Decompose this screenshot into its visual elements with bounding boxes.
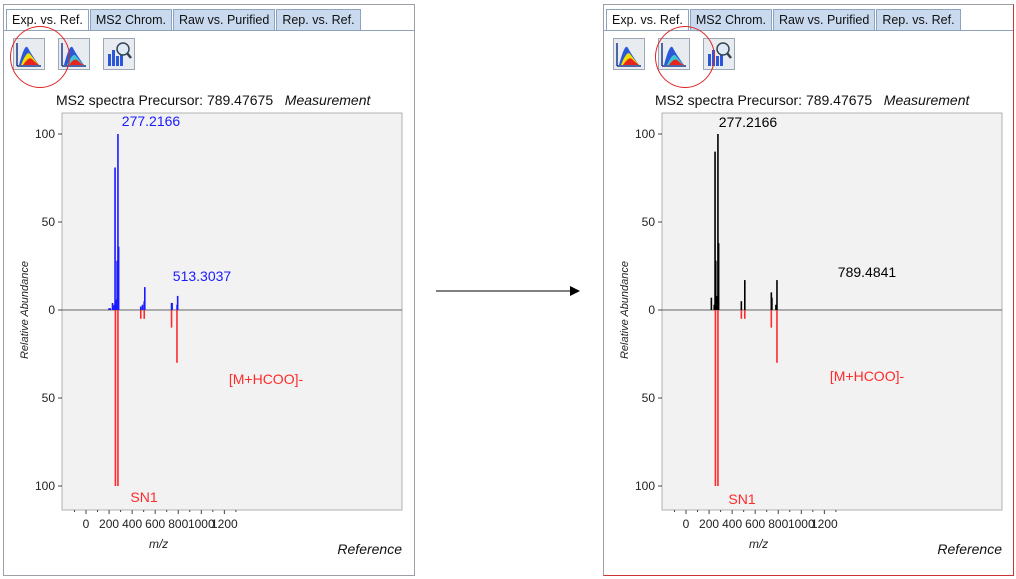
x-tick-label: 1000 xyxy=(188,517,215,531)
peak-label-base: 277.2166 xyxy=(719,114,778,130)
measurement-label: Measurement xyxy=(284,92,371,108)
x-axis-label: m/z xyxy=(149,537,168,551)
reference-label-sn1: SN1 xyxy=(728,491,755,507)
y-tick-label: 50 xyxy=(42,215,56,229)
precursor-label: MS2 spectra Precursor: 789.47675 xyxy=(655,92,873,108)
tab-ms2-chrom[interactable]: MS2 Chrom. xyxy=(689,9,773,30)
x-tick-label: 400 xyxy=(722,517,742,531)
x-tick-label: 200 xyxy=(699,517,719,531)
y-axis-label: Relative Abundance xyxy=(619,261,631,359)
bar-chart-zoom-icon xyxy=(108,42,132,66)
tab-exp-vs-ref[interactable]: Exp. vs. Ref. xyxy=(606,9,689,31)
y-tick-label: 100 xyxy=(35,479,55,493)
spectrum-title: MS2 spectra Precursor: 789.47675 Measure… xyxy=(56,92,370,108)
spectrum-color-button[interactable] xyxy=(613,38,645,70)
x-tick-label: 0 xyxy=(683,517,690,531)
reference-caption: Reference xyxy=(337,541,402,557)
selected-icon-highlight xyxy=(10,26,70,88)
tab-underline xyxy=(4,30,414,31)
peak-label-base: 277.2166 xyxy=(122,113,181,129)
tab-exp-vs-ref[interactable]: Exp. vs. Ref. xyxy=(6,9,89,31)
y-tick-label: 100 xyxy=(635,127,655,141)
y-tick-label: 50 xyxy=(42,391,56,405)
x-tick-label: 600 xyxy=(745,517,765,531)
y-axis-label: Relative Abundance xyxy=(19,261,31,359)
peak-label-mid: 513.3037 xyxy=(173,268,232,284)
y-tick-label: 100 xyxy=(635,479,655,493)
tab-underline xyxy=(604,30,1013,31)
reference-label-adduct: [M+HCOO]- xyxy=(830,368,905,384)
y-tick-label: 50 xyxy=(642,215,656,229)
reference-label-sn1: SN1 xyxy=(130,489,157,505)
x-tick-label: 400 xyxy=(122,517,142,531)
x-axis-label: m/z xyxy=(749,537,768,551)
spectrum-title: MS2 spectra Precursor: 789.47675 Measure… xyxy=(655,92,969,108)
left-tab-bar: Exp. vs. Ref. MS2 Chrom. Raw vs. Purifie… xyxy=(6,9,362,31)
right-spectrum-panel: Exp. vs. Ref. MS2 Chrom. Raw vs. Purifie… xyxy=(603,4,1014,576)
x-tick-label: 1200 xyxy=(211,517,238,531)
arrow-head xyxy=(570,286,580,296)
bar-chart-zoom-button[interactable] xyxy=(103,38,135,70)
y-tick-label: 0 xyxy=(648,303,655,317)
selected-icon-highlight xyxy=(655,26,715,88)
y-tick-label: 100 xyxy=(35,127,55,141)
x-tick-label: 0 xyxy=(83,517,90,531)
x-tick-label: 200 xyxy=(99,517,119,531)
tab-raw-vs-purified[interactable]: Raw vs. Purified xyxy=(173,9,276,30)
tab-rep-vs-ref[interactable]: Rep. vs. Ref. xyxy=(276,9,361,30)
x-tick-label: 800 xyxy=(168,517,188,531)
reference-label-adduct: [M+HCOO]- xyxy=(229,371,304,387)
right-tab-bar: Exp. vs. Ref. MS2 Chrom. Raw vs. Purifie… xyxy=(606,9,962,31)
x-tick-label: 600 xyxy=(145,517,165,531)
measurement-label: Measurement xyxy=(883,92,970,108)
x-tick-label: 1200 xyxy=(811,517,838,531)
x-tick-label: 800 xyxy=(768,517,788,531)
peak-label-mid: 789.4841 xyxy=(838,264,897,280)
tab-ms2-chrom[interactable]: MS2 Chrom. xyxy=(89,9,173,30)
spectrum-color-icon xyxy=(616,43,641,67)
left-spectrum-panel: Exp. vs. Ref. MS2 Chrom. Raw vs. Purifie… xyxy=(3,4,415,576)
tab-raw-vs-purified[interactable]: Raw vs. Purified xyxy=(773,9,876,30)
reference-caption: Reference xyxy=(937,541,1002,557)
y-tick-label: 50 xyxy=(642,391,656,405)
precursor-label: MS2 spectra Precursor: 789.47675 xyxy=(56,92,274,108)
tab-rep-vs-ref[interactable]: Rep. vs. Ref. xyxy=(876,9,961,30)
y-tick-label: 0 xyxy=(48,303,55,317)
x-tick-label: 1000 xyxy=(788,517,815,531)
